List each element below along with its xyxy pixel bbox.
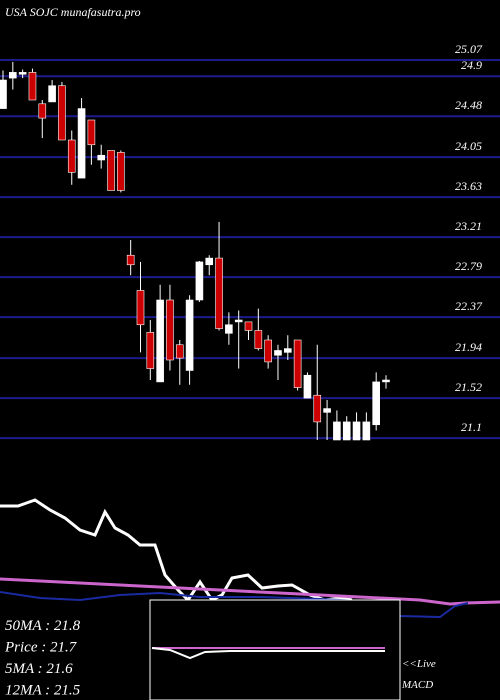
candle-body <box>175 344 184 359</box>
candle-body <box>107 150 115 191</box>
candle-body <box>303 374 312 399</box>
candle-body <box>77 108 86 179</box>
candle-body <box>166 299 174 361</box>
candle-body <box>0 79 7 109</box>
macd-signal <box>151 647 385 660</box>
chart-title: USA SOJC munafasutra.pro <box>5 5 141 19</box>
candle-body <box>254 330 263 349</box>
candle-body <box>333 421 341 441</box>
y-tick-label: 22.37 <box>455 299 483 313</box>
candle-body <box>18 72 27 75</box>
live-label: <<Live <box>402 658 436 670</box>
candle-body <box>87 119 96 146</box>
ma-line <box>0 591 469 619</box>
y-tick-label: 21.1 <box>461 420 482 434</box>
y-tick-label: 23.21 <box>455 219 482 233</box>
y-tick-label: 24.48 <box>455 98 482 112</box>
candle-body <box>362 421 371 441</box>
candle-body <box>58 85 66 141</box>
indicator-panel <box>0 498 500 700</box>
candle-body <box>323 408 331 413</box>
candle-body <box>234 319 243 323</box>
candle-body <box>136 290 145 326</box>
y-tick-label: 21.52 <box>455 380 482 394</box>
candle-body <box>352 421 361 441</box>
stat-label: 50MA : 21.8 <box>5 618 81 634</box>
candle-body <box>48 85 56 103</box>
candle-body <box>293 339 302 388</box>
stat-label: 12MA : 21.5 <box>5 683 81 699</box>
stat-label: 5MA : 21.6 <box>5 661 73 677</box>
candle-body <box>146 332 155 369</box>
candle-body <box>264 339 272 363</box>
candle-body <box>195 261 204 301</box>
candle-body <box>382 379 390 383</box>
y-tick-label: 24.05 <box>455 139 482 153</box>
candle-body <box>274 350 282 356</box>
candle-body <box>283 348 292 353</box>
candle-body <box>205 257 214 266</box>
candle-body <box>372 381 380 426</box>
stat-label: Price : 21.7 <box>4 640 78 656</box>
y-tick-label: 22.79 <box>455 259 482 273</box>
candle-body <box>215 257 223 329</box>
candle-body <box>156 299 164 383</box>
candle-body <box>97 154 106 161</box>
candle-body <box>244 321 253 331</box>
macd-label: MACD <box>401 679 433 691</box>
candle-body <box>67 139 76 173</box>
y-tick-label: 24.9 <box>461 58 482 72</box>
candle-body <box>225 324 233 334</box>
y-tick-label: 21.94 <box>455 340 482 354</box>
candle-body <box>38 103 47 119</box>
candle-body <box>126 254 135 266</box>
candle-body <box>313 394 322 423</box>
y-tick-label: 23.63 <box>455 179 482 193</box>
indicator-line <box>0 498 353 603</box>
ma-line <box>0 577 500 606</box>
candle-body <box>28 72 37 101</box>
candle-body <box>117 152 125 191</box>
candle-body <box>9 72 17 79</box>
y-tick-label: 25.07 <box>455 42 483 56</box>
candle-body <box>185 299 194 371</box>
candle-body <box>342 421 351 441</box>
